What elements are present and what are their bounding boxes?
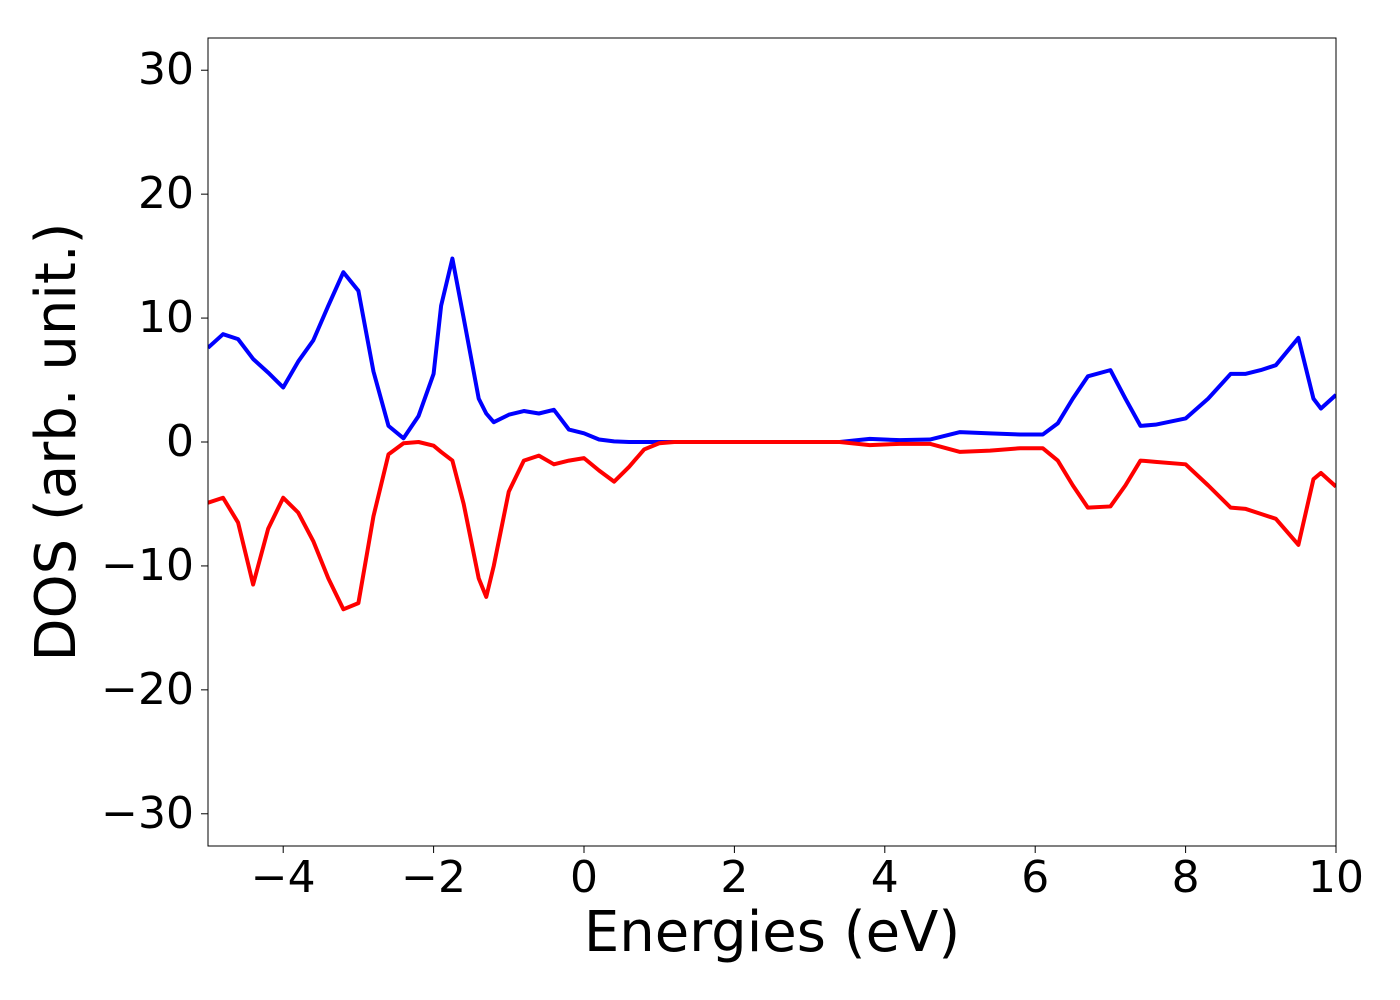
- y-tick-label: −20: [101, 664, 194, 715]
- y-axis-label: DOS (arb. unit.): [24, 222, 89, 661]
- y-tick-label: −10: [101, 540, 194, 591]
- plot-frame: [207, 37, 1337, 847]
- y-tick-label: 20: [138, 168, 194, 219]
- x-tick-label: −2: [401, 852, 466, 903]
- x-axis-label: Energies (eV): [584, 900, 960, 965]
- series-line: [208, 256, 1336, 444]
- x-tick-label: 0: [570, 852, 598, 903]
- x-tick-label: −4: [251, 852, 316, 903]
- x-tick-label: 8: [1172, 852, 1200, 903]
- x-tick-label: 2: [720, 852, 748, 903]
- x-tick-label: 4: [871, 852, 899, 903]
- series-line: [208, 440, 1336, 612]
- y-tick-label: 10: [138, 292, 194, 343]
- x-tick-label: 6: [1021, 852, 1049, 903]
- y-tick-label: −30: [101, 788, 194, 839]
- y-tick-label: 30: [138, 44, 194, 95]
- x-tick-label: 10: [1308, 852, 1364, 903]
- y-tick-label: 0: [166, 416, 194, 467]
